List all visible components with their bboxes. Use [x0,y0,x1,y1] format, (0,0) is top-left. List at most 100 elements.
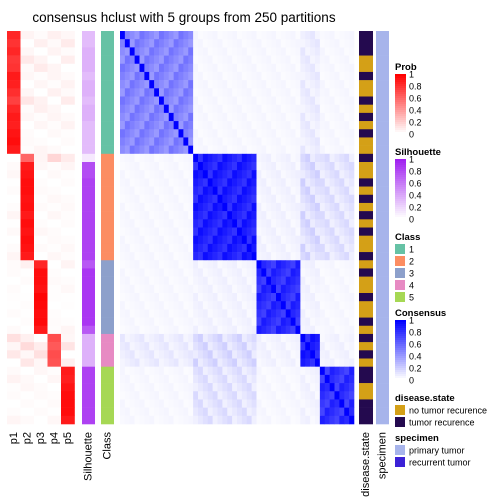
consensus-cell [295,219,301,228]
consensus-cell [349,366,355,376]
consensus-cell [198,227,204,236]
consensus-cell [339,358,345,367]
consensus-cell [134,121,140,130]
consensus-cell [339,121,345,130]
consensus-cell [295,145,301,155]
silhouette-cell [82,276,95,286]
consensus-cell [329,243,335,253]
consensus-cell [271,383,277,392]
consensus-cell [319,186,326,196]
consensus-cell [334,342,340,351]
consensus-cell [300,63,306,73]
consensus-cell [334,47,340,56]
consensus-cell [276,55,282,65]
consensus-cell [212,293,218,302]
silhouette-cell [82,88,95,97]
consensus-cell [237,39,243,48]
consensus-cell [256,268,262,277]
consensus-cell [134,301,140,310]
prob-legend-swatch [395,124,406,127]
consensus-cell [149,268,155,277]
consensus-cell [251,235,257,245]
consensus-cell [349,63,355,73]
consensus-cell [202,268,209,277]
prob-cell [61,415,75,425]
consensus-cell [149,366,155,376]
consensus-cell [173,293,179,302]
consensus-cell [344,383,350,392]
consensus-cell [276,96,282,105]
specimen-cell [376,80,389,89]
consensus-legend-swatch [395,334,406,337]
consensus-cell [256,121,262,130]
consensus-cell [129,47,135,56]
consensus-cell [139,325,145,335]
prob-cell [34,243,48,253]
consensus-cell [198,293,204,302]
consensus-cell [139,145,145,155]
consensus-cell [183,31,189,40]
prob-cell [61,358,75,367]
consensus-cell [183,325,189,335]
consensus-cell [227,153,233,163]
consensus-cell [251,88,257,97]
consensus-cell [280,252,287,261]
consensus-cell [124,333,131,343]
consensus-cell [349,252,355,261]
consensus-cell [319,293,326,302]
consensus-cell [266,194,272,204]
consensus-cell [193,391,199,400]
consensus-cell [310,284,316,294]
consensus-cell [324,145,330,155]
consensus-cell [290,383,296,392]
prob-cell [47,178,62,187]
class-cell [101,145,114,155]
consensus-cell [315,178,321,187]
prob-cell [20,260,35,269]
consensus-cell [178,293,184,302]
consensus-cell [305,55,311,65]
consensus-cell [188,243,194,253]
silhouette-cell [82,284,95,294]
consensus-cell [261,129,267,138]
consensus-cell [237,366,243,376]
consensus-cell [295,415,301,425]
consensus-cell [120,374,126,384]
consensus-cell [198,284,204,294]
consensus-cell [315,235,321,245]
consensus-cell [256,391,262,400]
consensus-cell [227,129,233,138]
consensus-cell [134,260,140,269]
prob-cell [61,71,75,81]
consensus-cell [207,145,213,155]
consensus-cell [144,358,150,367]
prob-cell [47,170,62,179]
consensus-cell [193,333,199,343]
consensus-cell [134,162,140,171]
prob-cell [7,325,21,335]
consensus-cell [266,112,272,122]
consensus-cell [246,407,252,417]
consensus-cell [202,415,209,425]
consensus-cell [324,63,330,73]
consensus-cell [256,162,262,171]
class-cell [101,96,114,105]
consensus-cell [329,170,335,179]
consensus-cell [290,293,296,302]
consensus-cell [329,96,335,105]
consensus-cell [217,55,223,65]
consensus-cell [246,88,252,97]
consensus-cell [173,301,179,310]
silhouette-legend-swatch [395,179,406,182]
consensus-cell [207,112,213,122]
consensus-cell [237,153,243,163]
consensus-legend-swatch [395,338,406,341]
consensus-cell [222,194,228,204]
prob-legend-tick: 0.6 [409,94,422,104]
consensus-cell [315,211,321,220]
consensus-cell [251,71,257,81]
consensus-cell [139,63,145,73]
consensus-cell [134,252,140,261]
prob-legend-swatch [395,90,406,93]
disease-state-cell [359,235,373,245]
